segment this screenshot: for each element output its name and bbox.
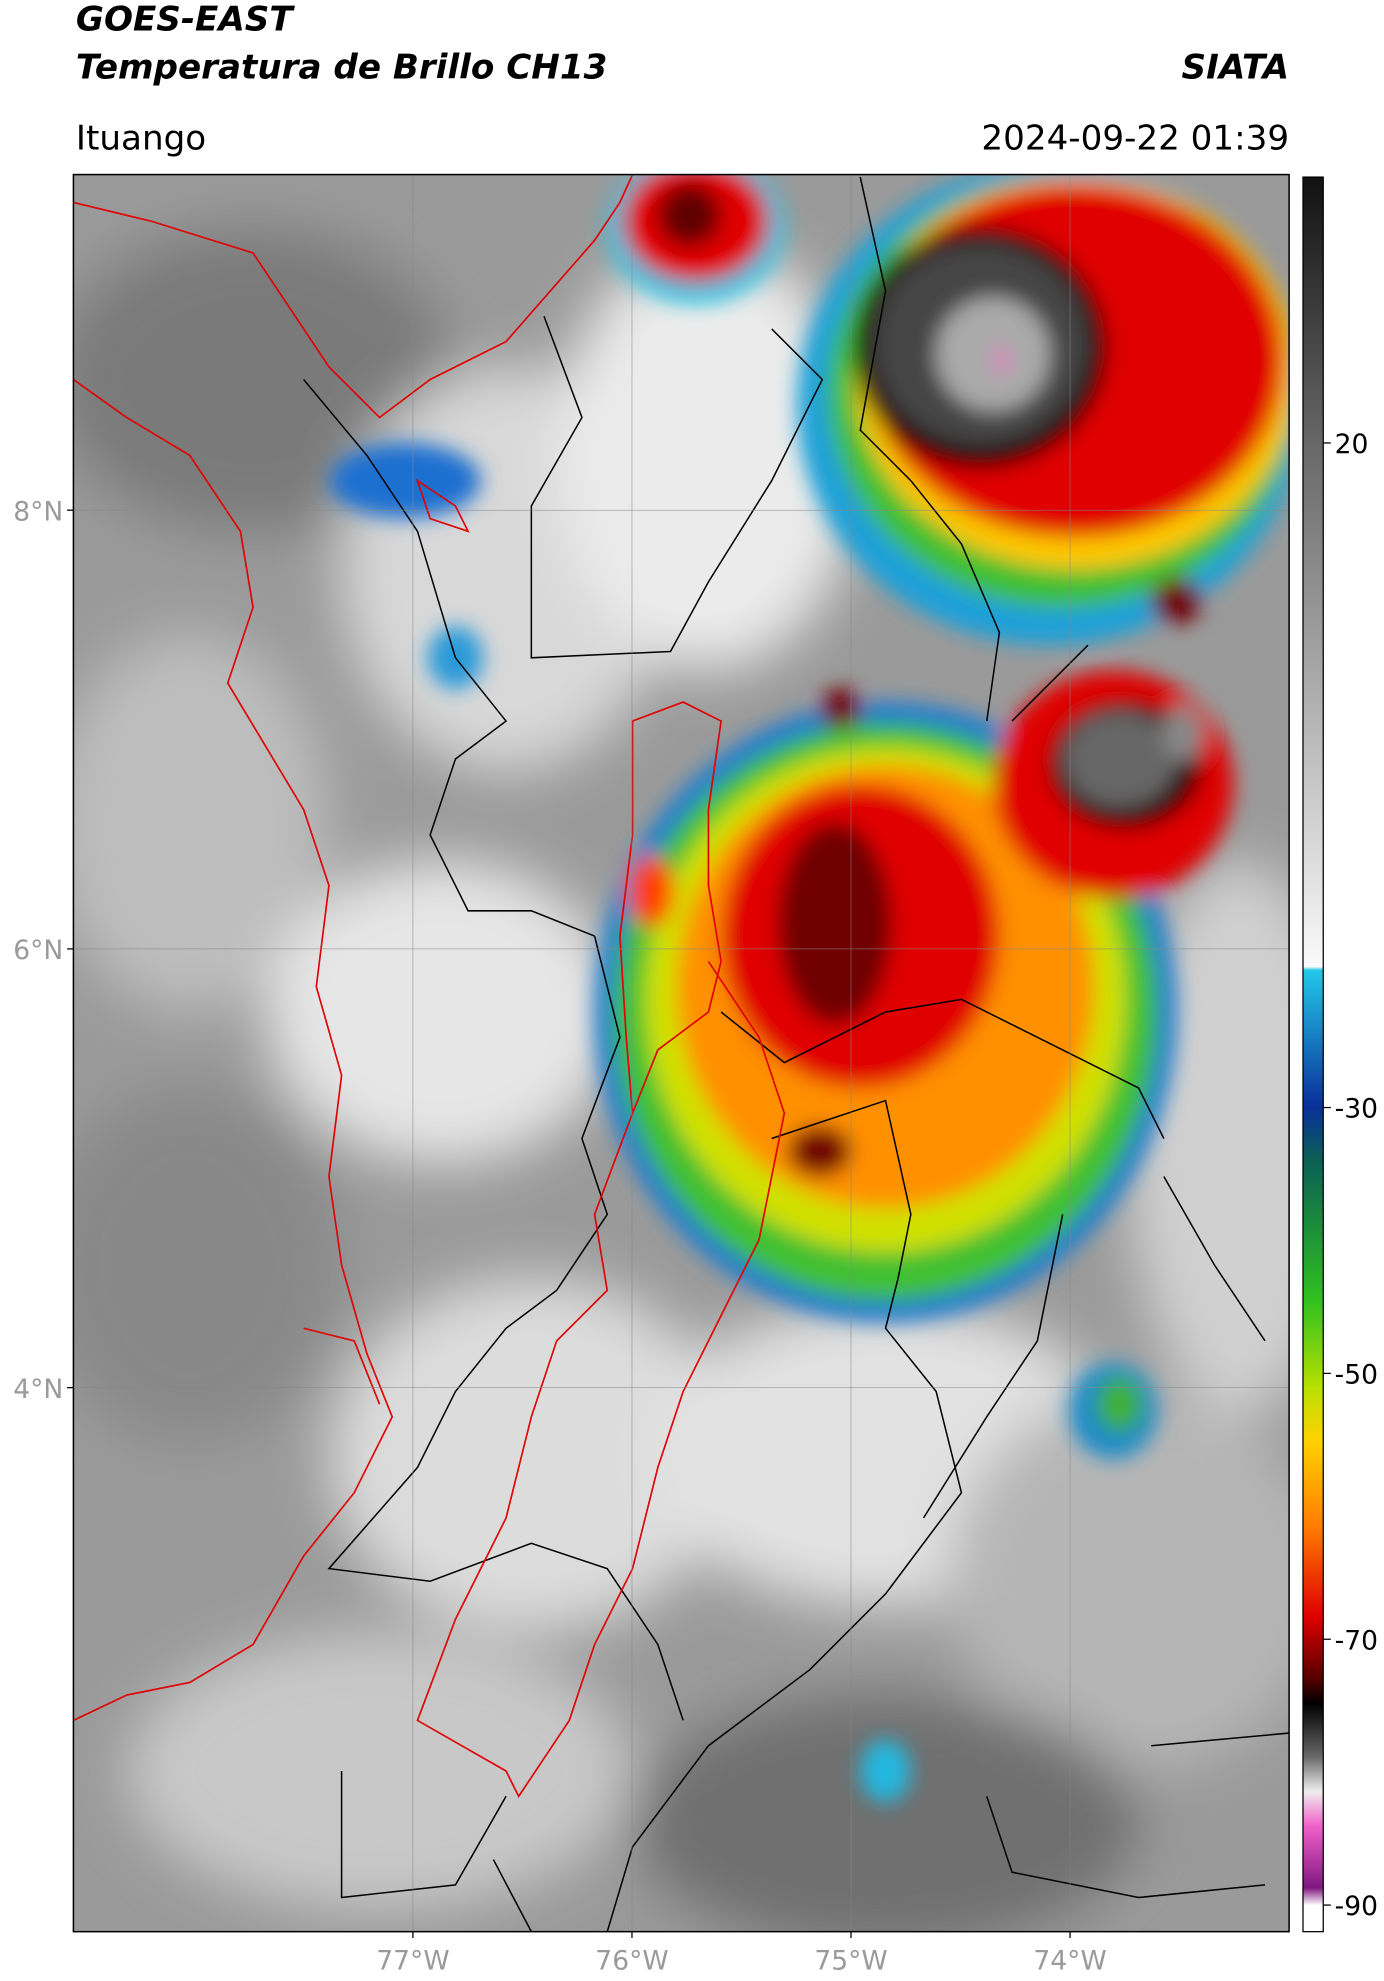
colorbar-tick-label: -90 — [1335, 1891, 1378, 1922]
x-tick-label: 75°W — [814, 1946, 887, 1977]
map-frame — [72, 173, 1290, 1933]
colorbar-tick-label: -50 — [1335, 1360, 1378, 1391]
colorbar-tick-label: -70 — [1335, 1625, 1378, 1656]
colorbar-tick-label: 20 — [1335, 429, 1369, 460]
x-tick-label: 77°W — [376, 1946, 449, 1977]
colorbar — [1302, 176, 1324, 1933]
brand: SIATA — [1182, 47, 1290, 87]
y-tick-label: 6°N — [13, 935, 63, 966]
colorbar-tick-label: -30 — [1335, 1094, 1378, 1125]
datetime: 2024-09-22 01:39 — [981, 118, 1289, 158]
subtitle: Temperatura de Brillo CH13 — [76, 47, 607, 87]
x-tick-label: 76°W — [595, 1946, 668, 1977]
title: GOES-EAST — [76, 0, 295, 39]
location: Ituango — [76, 118, 206, 158]
x-tick-label: 74°W — [1033, 1946, 1106, 1977]
map-image — [73, 174, 1290, 1932]
y-tick-label: 4°N — [13, 1374, 63, 1405]
y-tick-label: 8°N — [13, 496, 63, 527]
